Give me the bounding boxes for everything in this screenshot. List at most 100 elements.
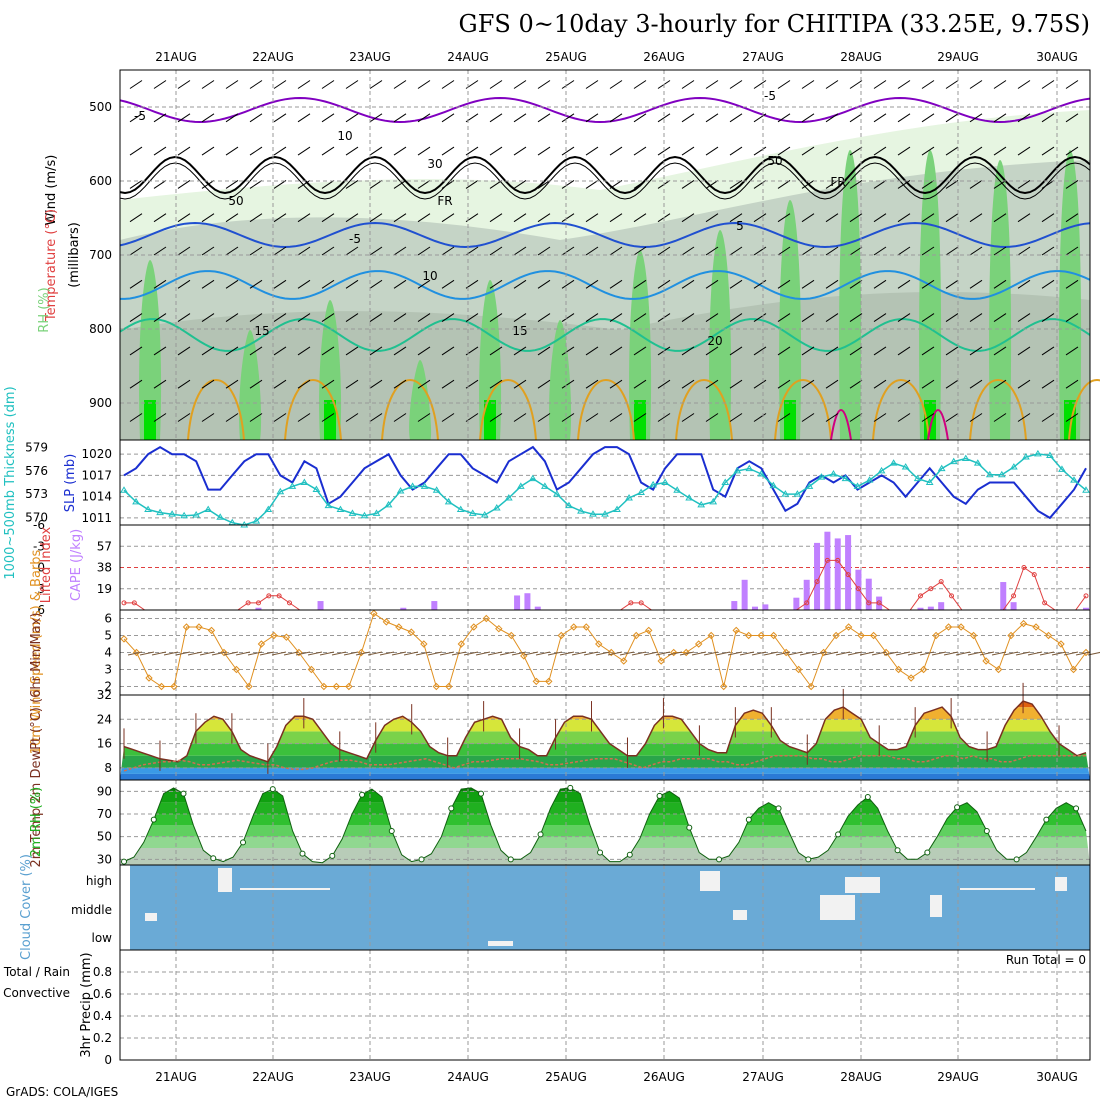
wind-barb — [297, 246, 311, 256]
wind-barb — [849, 346, 863, 356]
thickness-point — [276, 487, 285, 495]
wind-barb — [633, 80, 647, 89]
rh2m-point — [597, 849, 604, 856]
wind-barb — [657, 279, 671, 289]
wind-barb — [369, 80, 383, 89]
thickness-point — [649, 480, 657, 488]
wind-barb — [1041, 179, 1055, 189]
wind-barb — [945, 279, 959, 289]
wind-barb — [201, 113, 215, 123]
wind-barb — [537, 246, 551, 256]
wind-speed-point — [1032, 623, 1040, 631]
li-tick: 0 — [37, 561, 45, 575]
wind-barb — [945, 313, 959, 323]
wind-barb — [825, 379, 839, 389]
wind-barb — [1017, 413, 1031, 422]
wind-speed-point — [270, 631, 278, 640]
wind-barb — [729, 279, 743, 289]
wind-speed-point — [570, 623, 578, 631]
rh2m-tick: 90 — [97, 784, 112, 798]
wind-barb — [969, 113, 983, 123]
li-point — [835, 557, 841, 563]
wind-barb — [585, 413, 599, 422]
wind-speed-point — [170, 682, 178, 691]
wind-barb — [873, 213, 887, 223]
wind-barb — [177, 80, 191, 89]
slp-axis-label: SLP (mb) — [63, 454, 78, 513]
wind-barb — [201, 313, 215, 323]
thickness-point — [553, 490, 561, 497]
wind-barb — [1041, 279, 1055, 289]
li-point — [1083, 593, 1089, 599]
wind-barb — [513, 379, 527, 389]
wind-barb — [609, 146, 623, 156]
thickness-point — [589, 510, 597, 517]
thickness-point — [625, 493, 633, 501]
wind-barb — [321, 146, 335, 156]
wind-barb — [417, 313, 431, 323]
wind-speed-point — [345, 682, 353, 691]
wind-barb-10m — [127, 651, 143, 656]
wind-barb — [153, 146, 167, 156]
wind-barb — [609, 346, 623, 356]
date-label-top: 30AUG — [1036, 50, 1078, 64]
wind-speed-point — [1082, 648, 1090, 657]
wind-barb — [273, 179, 287, 189]
isotherm-label: FR — [830, 175, 845, 189]
wind-barb — [777, 213, 791, 223]
wind-barb-10m — [403, 651, 419, 656]
wind-barb — [801, 246, 815, 256]
wind-barb — [825, 213, 839, 223]
date-label-top: 26AUG — [643, 50, 685, 64]
wind-barb — [249, 113, 263, 123]
wind-barb — [225, 146, 239, 156]
wind-barb-10m — [475, 651, 491, 656]
wind-barb — [153, 279, 167, 289]
wind-barb — [417, 279, 431, 289]
wind-barb — [705, 313, 719, 323]
li-point — [638, 600, 644, 606]
wind-barb — [729, 179, 743, 189]
cloud-high-strip — [960, 888, 1035, 890]
wind-barb — [441, 313, 455, 323]
wind-barb — [201, 146, 215, 156]
wind-barb — [585, 213, 599, 223]
wind-barb — [1041, 313, 1055, 323]
wind-speed-point — [457, 640, 466, 648]
wind-speed-point — [595, 640, 603, 648]
wind10m-axis-label: 10m Wind Speed (m/s) & Barbs — [29, 549, 44, 754]
wind-barb — [513, 113, 527, 123]
wind-barb — [1017, 279, 1031, 289]
wind-barb — [513, 313, 527, 323]
li-tick: 3 — [37, 582, 45, 596]
wind-barb — [225, 213, 239, 223]
wind-barb — [369, 213, 383, 223]
precip-axis-label: 3hr Precip (mm) — [79, 952, 94, 1057]
wind-barb — [153, 346, 167, 356]
wind-barb — [369, 279, 383, 289]
wind-barb-10m — [775, 651, 791, 656]
wind-barb — [969, 80, 983, 89]
cape-bar — [865, 578, 872, 610]
precip-tick: 0.4 — [93, 1009, 112, 1023]
wind-barb-10m — [991, 651, 1007, 656]
wind-barb — [825, 80, 839, 89]
thickness-point — [360, 511, 369, 519]
date-label-top: 25AUG — [545, 50, 587, 64]
thickness-point — [432, 486, 441, 493]
cloud-tick: high — [86, 874, 112, 888]
slp-line — [123, 445, 1087, 520]
wind-barb — [825, 279, 839, 289]
wind-barb — [921, 80, 935, 89]
wind-barb — [1065, 346, 1079, 356]
temp2m-tick: 8 — [104, 761, 112, 775]
wind-barb-10m — [799, 651, 815, 656]
precip-convective-label: Convective — [3, 986, 70, 1000]
wind-barb — [801, 80, 815, 89]
wind-barb — [225, 313, 239, 323]
wind-barb — [201, 80, 215, 89]
thickness-point — [937, 464, 946, 472]
thickness-point — [709, 497, 718, 505]
wind-barb — [201, 213, 215, 223]
wind-barb — [1065, 179, 1079, 189]
